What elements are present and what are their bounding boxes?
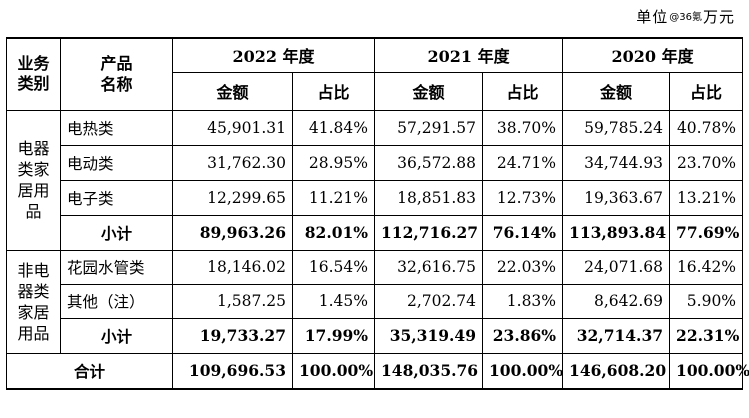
header-amount: 金额: [374, 71, 484, 111]
ratio-2022: 41.84%: [291, 109, 376, 146]
amount-2021: 112,716.27: [374, 214, 484, 251]
ratio-2020: 100.00%: [669, 352, 749, 390]
header-product-name-label: 产品名称: [100, 54, 133, 95]
header-ratio: 占比: [482, 71, 564, 111]
header-year-2022: 2022 年度: [171, 37, 376, 73]
subtotal-row: 小计 89,963.26 82.01% 112,716.27 76.14% 11…: [7, 214, 744, 251]
ratio-2022: 82.01%: [291, 214, 376, 251]
ratio-2020: 40.78%: [669, 109, 744, 146]
header-year-2020: 2020 年度: [562, 37, 744, 73]
table-row: 非电器类家居用品 花园水管类 18,146.02 16.54% 32,616.7…: [6, 249, 744, 354]
ratio-2021: 23.86%: [482, 317, 564, 354]
ratio-2022: 1.45%: [291, 283, 376, 319]
ratio-2020: 13.21%: [669, 179, 744, 216]
ratio-2022: 100.00%: [291, 352, 376, 390]
group-label-text: 电器类家居用品: [17, 139, 50, 221]
table-row: 电动类 31,762.30 28.95% 36,572.88 24.71% 34…: [7, 144, 744, 181]
ratio-2021: 38.70%: [482, 109, 564, 146]
amount-2022: 45,901.31: [172, 109, 293, 146]
amount-2021: 18,851.83: [374, 179, 484, 216]
amount-2020: 32,714.37: [562, 317, 671, 354]
header-row-years: 业务类别 产品名称 2022 年度 2021 年度 2020 年度: [6, 37, 744, 111]
amount-2020: 34,744.93: [562, 144, 671, 181]
amount-2020: 146,608.20: [562, 352, 671, 390]
total-label: 合计: [6, 352, 173, 390]
ratio-2021: 22.03%: [482, 249, 564, 285]
revenue-table: 业务类别 产品名称 2022 年度 2021 年度 2020 年度 金额 占比 …: [6, 37, 749, 390]
subtotal-label: 小计: [60, 317, 173, 354]
group-label-non-electrical: 非电器类家居用品: [6, 249, 61, 354]
product-name: 其他（注）: [60, 283, 173, 319]
ratio-2021: 24.71%: [482, 144, 564, 181]
product-name: 电子类: [60, 179, 173, 216]
header-year-2021: 2021 年度: [374, 37, 564, 73]
ratio-2020: 23.70%: [669, 144, 744, 181]
total-row: 合计 109,696.53 100.00% 148,035.76 100.00%…: [6, 352, 749, 390]
unit-note: 单位@36氪万元: [636, 6, 735, 27]
amount-2021: 35,319.49: [374, 317, 484, 354]
header-row-columns: 金额 占比 金额 占比 金额 占比: [7, 71, 744, 111]
subtotal-row: 小计 19,733.27 17.99% 35,319.49 23.86% 32,…: [7, 317, 744, 354]
amount-2022: 89,963.26: [172, 214, 293, 251]
ratio-2021: 100.00%: [482, 352, 563, 390]
amount-2021: 148,035.76: [374, 352, 484, 390]
ratio-2022: 11.21%: [291, 179, 376, 216]
ratio-2020: 22.31%: [669, 317, 744, 354]
header-business-type: 业务类别: [6, 37, 61, 111]
ratio-2022: 28.95%: [291, 144, 376, 181]
amount-2021: 2,702.74: [374, 283, 484, 319]
product-name: 花园水管类: [60, 249, 173, 285]
amount-2020: 8,642.69: [562, 283, 671, 319]
ratio-2020: 77.69%: [669, 214, 744, 251]
header-ratio: 占比: [669, 71, 744, 111]
header-business-type-label: 业务类别: [17, 54, 50, 94]
amount-2022: 18,146.02: [172, 249, 293, 285]
amount-2021: 36,572.88: [374, 144, 484, 181]
group-label-text: 非电器类家居用品: [17, 260, 50, 343]
amount-2022: 109,696.53: [172, 352, 293, 390]
table-row: 电子类 12,299.65 11.21% 18,851.83 12.73% 19…: [7, 179, 744, 216]
watermark-stamp: @36氪: [669, 12, 702, 23]
amount-2022: 19,733.27: [172, 317, 293, 354]
ratio-2021: 12.73%: [482, 179, 564, 216]
product-name: 电动类: [60, 144, 173, 181]
unit-note-prefix: 单位: [636, 8, 669, 26]
header-amount: 金额: [562, 71, 671, 111]
amount-2021: 57,291.57: [374, 109, 484, 146]
ratio-2022: 17.99%: [291, 317, 376, 354]
header-product-name: 产品名称: [60, 37, 173, 111]
header-ratio: 占比: [291, 71, 376, 111]
subtotal-label: 小计: [60, 214, 173, 251]
amount-2022: 1,587.25: [172, 283, 293, 319]
ratio-2020: 16.42%: [669, 249, 744, 285]
product-name: 电热类: [60, 109, 173, 146]
unit-note-suffix: 万元: [702, 8, 735, 26]
ratio-2021: 1.83%: [482, 283, 564, 319]
table-row: 其他（注） 1,587.25 1.45% 2,702.74 1.83% 8,64…: [7, 283, 744, 319]
amount-2020: 113,893.84: [562, 214, 671, 251]
amount-2021: 32,616.75: [374, 249, 484, 285]
amount-2022: 12,299.65: [172, 179, 293, 216]
header-amount: 金额: [172, 71, 293, 111]
amount-2022: 31,762.30: [172, 144, 293, 181]
ratio-2020: 5.90%: [669, 283, 744, 319]
group-label-electrical: 电器类家居用品: [6, 109, 61, 251]
amount-2020: 19,363.67: [562, 179, 671, 216]
ratio-2022: 16.54%: [291, 249, 376, 285]
amount-2020: 24,071.68: [562, 249, 671, 285]
table-row: 电器类家居用品 电热类 45,901.31 41.84% 57,291.57 3…: [6, 109, 744, 251]
ratio-2021: 76.14%: [482, 214, 564, 251]
amount-2020: 59,785.24: [562, 109, 671, 146]
